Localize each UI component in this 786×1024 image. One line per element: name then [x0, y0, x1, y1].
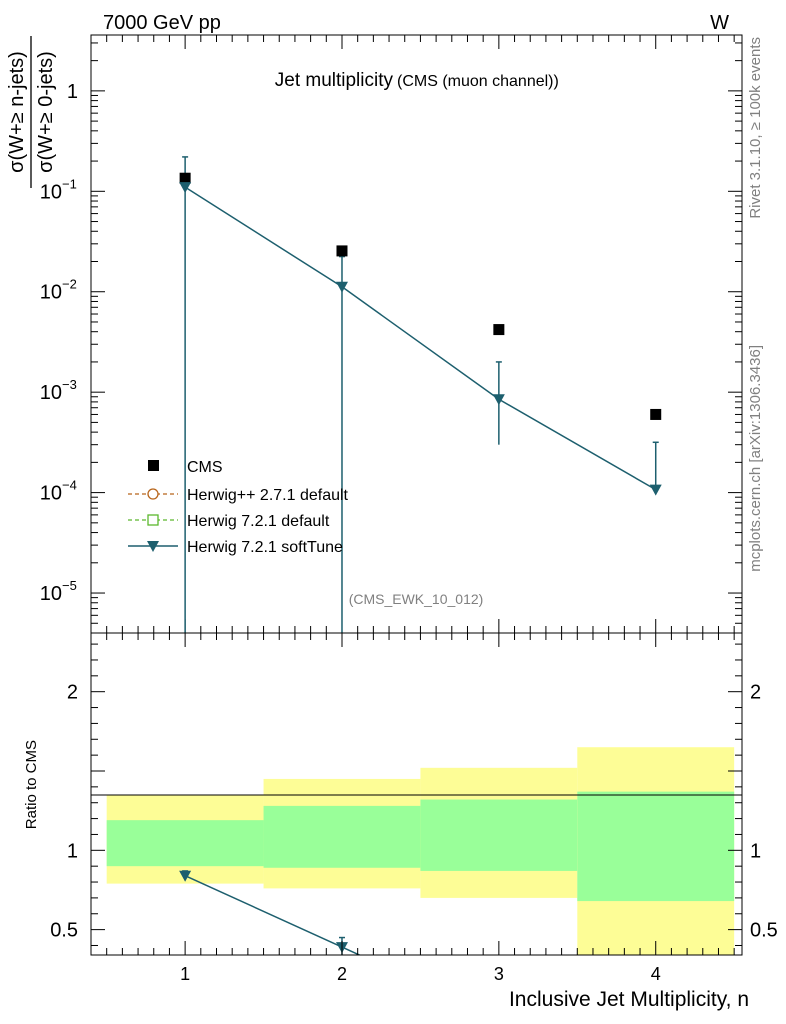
- softtune-line: [184, 186, 657, 491]
- softtune-point: [335, 281, 348, 293]
- main-y-tick-label: 10: [40, 382, 62, 404]
- main-y-tick-label: 10: [40, 583, 62, 605]
- cms-point: [493, 324, 505, 336]
- ratio-y-tick-label-left: 1: [67, 840, 78, 862]
- ratio-y-tick-label-left: 2: [67, 682, 78, 704]
- main-y-tick-exponent: −4: [62, 478, 77, 493]
- legend-cms-label: CMS: [187, 459, 223, 476]
- cms-point: [650, 408, 662, 420]
- x-tick-label: 2: [337, 964, 347, 984]
- main-plot-subtitle: (CMS (muon channel)): [397, 73, 559, 90]
- ratio-y-axis-label: Ratio to CMS: [23, 740, 40, 829]
- legend-entry-cms: CMS: [148, 459, 223, 476]
- analysis-tag: (CMS_EWK_10_012): [349, 591, 484, 607]
- ratio-plot-frame: [90, 632, 743, 956]
- ratio-uncertainty-bands: [106, 747, 735, 955]
- main-y-tick-exponent: −2: [62, 277, 77, 292]
- ratio-plot: 0.5 0.5 1 1 2 2 1 2 3 4 Ratio to CMS Inclusive J…: [23, 632, 778, 1011]
- legend-herwigpp-label: Herwig++ 2.7.1 default: [187, 487, 349, 504]
- legend-softtune-marker: [147, 541, 159, 552]
- cms-point: [336, 245, 348, 257]
- process-label: W: [710, 12, 729, 34]
- ratio-y-tick-label-left: 0.5: [50, 920, 78, 942]
- x-tick-label: 4: [651, 964, 661, 984]
- softtune-point: [492, 394, 505, 406]
- rivet-label: Rivet 3.1.10, ≥ 100k events: [747, 37, 764, 219]
- x-axis-label: Inclusive Jet Multiplicity, n: [509, 988, 749, 1011]
- softtune-point: [179, 182, 192, 194]
- x-tick-label: 1: [180, 964, 190, 984]
- ratio-band-green: [577, 791, 735, 902]
- energy-label: 7000 GeV pp: [103, 12, 221, 34]
- main-y-tick-label: 1: [67, 81, 78, 103]
- main-y-tick-exponent: −1: [62, 176, 77, 191]
- main-y-tick-exponent: −3: [62, 377, 77, 392]
- main-series-layer: [179, 156, 662, 633]
- ratio-y-tick-label-right: 0.5: [750, 920, 778, 942]
- legend-softtune-label: Herwig 7.2.1 softTune: [187, 539, 343, 556]
- ratio-softtune-point: [179, 870, 192, 882]
- legend-entry-herwig-721-softtune: Herwig 7.2.1 softTune: [128, 539, 343, 556]
- ratio-band-green: [106, 820, 264, 867]
- x-tick-label: 3: [494, 964, 504, 984]
- y-label-denominator: σ(W+≥ 0-jets): [35, 51, 57, 173]
- main-y-tick-label: 10: [40, 282, 62, 304]
- ratio-y-tick-label-right: 2: [750, 682, 761, 704]
- legend-herwig721-label: Herwig 7.2.1 default: [187, 513, 330, 530]
- ratio-y-tick-label-right: 1: [750, 840, 761, 862]
- mcplots-label: mcplots.cern.ch [arXiv:1306.3436]: [747, 345, 764, 572]
- legend-entry-herwig-721-default: Herwig 7.2.1 default: [128, 513, 330, 530]
- softtune-point: [649, 484, 662, 496]
- main-plot-title: Jet multiplicity: [275, 70, 394, 91]
- x-tick-labels: 1 2 3 4: [180, 964, 661, 984]
- cms-point: [179, 172, 191, 184]
- main-y-tick-label: 10: [40, 483, 62, 505]
- legend-herwigpp-marker: [147, 488, 159, 500]
- legend-entry-herwigpp-271: Herwig++ 2.7.1 default: [128, 487, 349, 504]
- y-label-numerator: σ(W+≥ n-jets): [6, 51, 28, 173]
- ratio-band-green: [263, 805, 421, 868]
- main-y-axis-label: σ(W+≥ n-jets) σ(W+≥ 0-jets): [6, 36, 57, 188]
- main-y-tick-exponent: −5: [62, 578, 77, 593]
- ratio-y-tick-labels: 0.5 0.5 1 1 2 2: [50, 682, 778, 942]
- main-y-tick-labels: 110−110−210−310−410−5: [40, 81, 78, 605]
- legend: CMS Herwig++ 2.7.1 default Herwig 7.2.1 …: [128, 459, 349, 556]
- ratio-axis-ticks: [90, 633, 742, 955]
- main-plot: Jet multiplicity (CMS (muon channel)) (C…: [40, 34, 743, 634]
- legend-cms-marker: [148, 460, 159, 471]
- legend-herwig721-marker: [147, 514, 159, 526]
- main-y-tick-label: 10: [40, 181, 62, 203]
- ratio-band-green: [420, 799, 578, 871]
